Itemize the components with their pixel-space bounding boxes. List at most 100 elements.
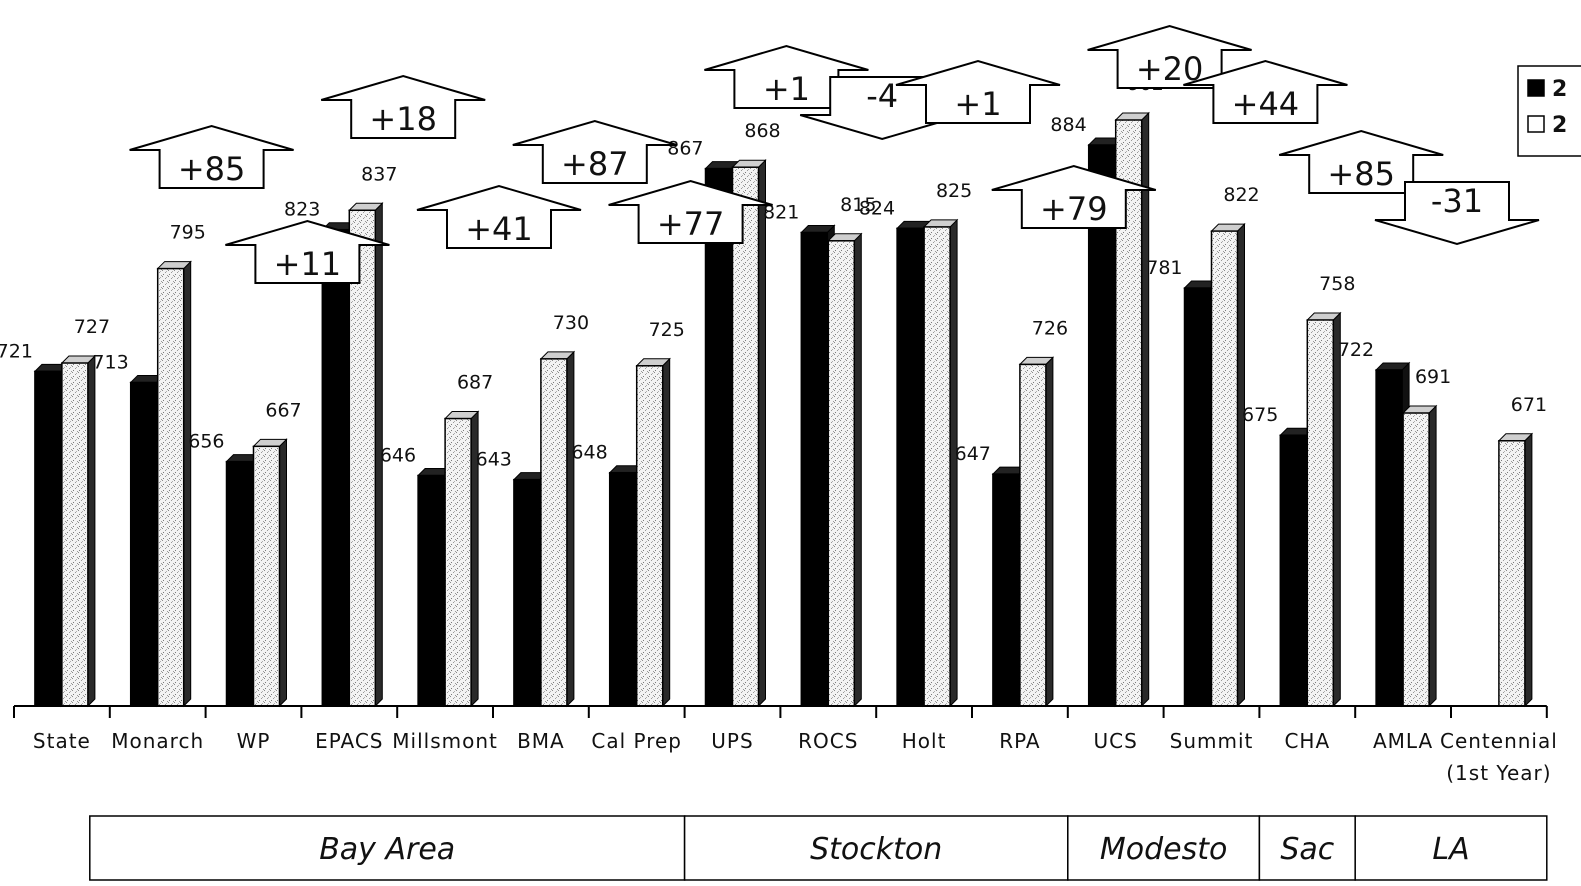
bar-series-2: [444, 417, 472, 707]
legend-swatch: [1527, 115, 1545, 133]
bar-series-1: [608, 471, 637, 707]
data-label: 825: [936, 180, 972, 202]
category-label: CHA: [1284, 729, 1330, 753]
data-label: 884: [1050, 114, 1086, 136]
up-arrow-icon: [512, 119, 678, 184]
bar-series-2: [252, 445, 281, 707]
data-label: 837: [361, 163, 397, 185]
data-label: 822: [1223, 184, 1259, 206]
legend: 22: [1517, 65, 1581, 157]
bar-series-1: [417, 474, 445, 707]
up-arrow-icon: [608, 179, 773, 244]
bar-series-1: [321, 228, 350, 707]
bar-side: [1237, 222, 1245, 708]
region-cell: [1354, 815, 1548, 881]
data-label: 667: [265, 399, 301, 421]
up-arrow-icon: [320, 74, 486, 139]
change-label: +11: [274, 245, 342, 283]
up-arrow-icon: [416, 184, 582, 249]
bar-series-1: [800, 231, 829, 707]
category-label: Centennial: [1440, 729, 1558, 753]
data-label: 647: [955, 443, 991, 465]
data-label: 648: [571, 442, 607, 464]
bars-layer: 721 727 713 795 656 667 823 837 646 687 643 730 648 7…: [0, 73, 1547, 708]
data-label: 824: [859, 197, 895, 219]
category-label: EPACS: [315, 729, 383, 753]
bar-series-2: [1019, 363, 1047, 707]
bar-side: [183, 260, 192, 708]
data-label: 643: [476, 449, 512, 471]
down-arrow-icon: [1374, 181, 1540, 246]
up-arrow-icon: [225, 219, 390, 284]
data-label: 646: [380, 444, 416, 466]
change-label: +85: [1327, 155, 1395, 193]
bar-side: [87, 354, 96, 708]
category-label: Monarch: [111, 729, 204, 753]
category-label: Holt: [902, 729, 947, 753]
data-label: 725: [649, 319, 685, 341]
bar-series-2: [540, 358, 568, 707]
bar-series-2: [731, 166, 760, 707]
bar-series-2: [1498, 440, 1526, 707]
category-label: ROCS: [798, 729, 858, 753]
bar-side: [279, 438, 287, 708]
category-label: WP: [237, 729, 271, 753]
up-arrow-icon: [991, 164, 1157, 229]
region-label: LA: [1432, 832, 1469, 867]
category-label: UCS: [1094, 729, 1138, 753]
bar-series-2: [1210, 230, 1239, 707]
region-label: Modesto: [1100, 832, 1228, 867]
bar-series-1: [992, 473, 1020, 707]
change-label: +1: [763, 70, 810, 108]
data-label: 823: [284, 199, 320, 221]
data-label: 867: [667, 138, 703, 160]
change-label: -4: [866, 77, 898, 115]
bar-series-1: [1087, 144, 1116, 707]
bar-side: [1141, 111, 1150, 708]
data-label: 671: [1511, 394, 1547, 416]
bar-series-1: [1183, 287, 1212, 707]
bar-side: [1428, 404, 1437, 708]
category-label: RPA: [999, 729, 1040, 753]
region-label: Sac: [1280, 832, 1334, 867]
bar-series-2: [156, 267, 185, 707]
bar-series-2: [61, 362, 89, 707]
data-label: 675: [1242, 404, 1278, 426]
change-label: +44: [1232, 85, 1300, 123]
category-label: Cal Prep: [591, 729, 682, 753]
data-label: 656: [188, 431, 224, 453]
bar-series-1: [1375, 369, 1403, 707]
bar-side: [853, 232, 862, 708]
up-arrow-icon: [895, 59, 1061, 124]
category-label: BMA: [517, 729, 565, 753]
data-label: 795: [170, 222, 206, 244]
change-label: +1: [954, 85, 1001, 123]
category-label: State: [33, 729, 91, 753]
bar-side: [758, 159, 766, 708]
bar-series-1: [129, 381, 158, 707]
data-label: 730: [553, 312, 589, 334]
change-arrows: +85+11+18+41+87+77+1 -4 +1+79+20+44+85-31: [129, 24, 1540, 284]
bar-series-2: [923, 226, 951, 707]
bar-series-2: [827, 240, 856, 707]
change-label: +41: [465, 210, 533, 248]
bar-series-1: [225, 460, 254, 707]
bar-side: [662, 357, 671, 708]
bar-side: [1045, 356, 1054, 708]
data-label: 727: [74, 316, 110, 338]
bar-side: [566, 350, 575, 708]
data-label: 726: [1032, 317, 1068, 339]
category-label: Millsmont: [392, 729, 498, 753]
legend-label: 2: [1552, 113, 1567, 138]
bar-series-1: [513, 478, 541, 707]
x-axis: State Monarch WP EPACS Millsmont BMA Cal Prep U…: [13, 705, 1558, 785]
data-label: 821: [763, 201, 799, 223]
data-label: 815: [840, 194, 876, 216]
region-table: Bay Area Stockton Modesto Sac LA: [89, 815, 1548, 881]
legend-label: 2: [1552, 77, 1567, 102]
change-label: -31: [1431, 182, 1483, 220]
bar-series-1: [704, 167, 733, 707]
change-label: +77: [657, 205, 725, 243]
bar-series-1: [1279, 434, 1308, 707]
